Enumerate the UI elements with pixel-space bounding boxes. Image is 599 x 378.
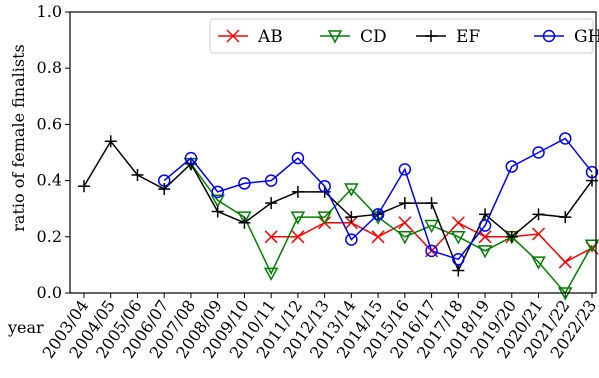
x-ticks: 2003/042004/052005/062006/072007/082008/…: [39, 293, 599, 362]
series-cd: [183, 157, 599, 301]
data-point-cd: [344, 183, 359, 197]
series-line-cd: [190, 163, 593, 295]
data-point-gh: [585, 165, 599, 179]
x-marker-stroke: [398, 216, 412, 230]
data-point-ab: [371, 230, 385, 244]
data-point-ef: [398, 197, 411, 210]
data-point-cd: [263, 267, 279, 281]
data-point-cd: [210, 194, 225, 208]
y-tick-label: 0.2: [37, 227, 62, 246]
legend-marker-gh: [542, 29, 556, 43]
series-gh: [157, 132, 599, 266]
legend-marker-cd: [327, 30, 343, 44]
x-marker-stroke: [226, 29, 240, 43]
data-point-gh: [532, 146, 545, 159]
data-point-ef: [238, 216, 251, 229]
data-point-ef: [131, 168, 144, 181]
data-point-ab: [558, 255, 572, 269]
data-point-cd: [424, 219, 439, 234]
data-point-ef: [425, 197, 438, 210]
data-point-gh: [318, 179, 331, 193]
data-point-ef: [78, 180, 90, 193]
data-point-ab: [264, 230, 278, 244]
data-point-ef: [265, 197, 278, 210]
x-marker-stroke: [264, 230, 278, 244]
x-marker-stroke: [478, 230, 492, 244]
data-point-cd: [451, 231, 466, 245]
x-marker-stroke: [451, 216, 465, 230]
legend-item-gh: GH: [534, 27, 599, 47]
data-point-ef: [559, 211, 572, 224]
y-tick-label: 0.4: [37, 171, 62, 190]
data-point-gh: [425, 244, 438, 258]
data-point-gh: [452, 253, 465, 266]
data-point-ef: [345, 211, 358, 224]
data-point-ef: [291, 185, 304, 198]
data-point-cd: [317, 211, 332, 225]
series-ab: [264, 216, 599, 269]
data-point-gh: [238, 177, 251, 190]
data-point-cd: [290, 211, 306, 225]
data-point-gh: [345, 233, 358, 246]
y-axis-label: ratio of female finalists: [9, 44, 28, 231]
series-line-ef: [83, 139, 593, 273]
legend-item-cd: CD: [320, 27, 387, 47]
series-group: [78, 132, 599, 301]
data-point-ef: [452, 264, 465, 277]
y-tick-label: 0.8: [37, 58, 62, 77]
y-tick-label: 0.0: [37, 283, 62, 302]
data-point-gh: [505, 160, 519, 173]
data-point-cd: [237, 211, 252, 225]
data-point-gh: [559, 132, 572, 145]
x-marker-stroke: [291, 230, 305, 244]
data-point-gh: [211, 185, 224, 199]
data-point-ab: [531, 227, 546, 241]
data-point-ef: [479, 208, 492, 221]
data-point-ef: [211, 205, 224, 218]
data-point-gh: [371, 208, 385, 221]
data-point-ab: [451, 216, 465, 230]
data-point-gh: [291, 151, 305, 165]
legend-label-gh: GH: [574, 27, 599, 47]
data-point-gh: [184, 151, 198, 165]
data-point-gh: [478, 219, 492, 232]
data-point-ab: [398, 216, 412, 230]
legend: AB CD EF GH: [209, 18, 599, 54]
legend-item-ef: EF: [416, 27, 480, 47]
data-point-ef: [505, 230, 518, 243]
legend-marker-ab: [226, 29, 240, 43]
y-tick-label: 0.6: [37, 114, 62, 133]
legend-label-ab: AB: [257, 27, 283, 47]
data-point-ef: [158, 183, 171, 196]
legend-item-ab: AB: [218, 27, 283, 47]
data-point-gh: [264, 174, 278, 187]
data-point-cd: [531, 256, 546, 270]
data-point-cd: [477, 245, 493, 259]
x-axis-label: year: [7, 318, 44, 337]
series-ef: [78, 135, 598, 277]
legend-box: [209, 18, 594, 54]
y-tick-label: 1.0: [37, 2, 62, 21]
x-marker-stroke: [531, 227, 546, 241]
data-point-cd: [397, 231, 413, 245]
legend-marker-ef: [425, 30, 437, 42]
data-point-ab: [478, 230, 492, 244]
legend-label-cd: CD: [360, 27, 387, 47]
legend-label-ef: EF: [456, 27, 480, 47]
data-point-ab: [291, 230, 305, 244]
data-point-ef: [104, 135, 117, 148]
plot-frame: [69, 11, 597, 294]
data-point-gh: [398, 163, 412, 176]
x-marker-stroke: [558, 255, 572, 269]
series-line-gh: [163, 137, 593, 261]
data-point-cd: [584, 239, 599, 253]
x-marker-stroke: [371, 230, 385, 244]
data-point-gh: [157, 174, 171, 187]
y-ticks: 0.0 0.2 0.4 0.6 0.8 1.0: [37, 2, 70, 302]
data-point-ef: [532, 208, 545, 221]
